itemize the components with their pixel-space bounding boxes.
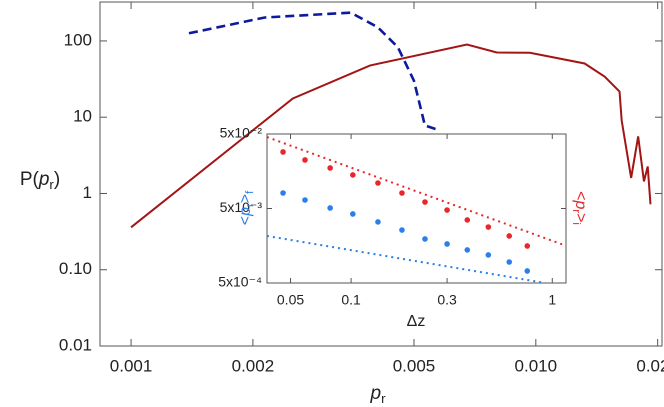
y-tick-label: 100 [64,30,92,49]
series-layer [130,11,652,229]
marker [485,252,492,258]
marker [327,165,333,171]
y-tick-label: 5x10⁻⁴ [218,274,262,290]
marker [464,217,471,223]
y-tick-label: 1 [83,183,92,202]
marker [524,268,531,274]
x-tick-label: 0.05 [277,292,304,308]
marker [464,247,471,253]
marker [280,190,286,196]
series-line [267,136,566,247]
inset-y2-label: <pr>i [570,191,589,225]
y-tick-label: 0.10 [59,259,92,278]
marker [506,259,513,265]
marker [327,205,333,211]
marker [375,219,381,225]
x-tick-label: 0.005 [393,356,436,375]
marker [485,224,492,230]
x-tick-label: 0.010 [515,356,558,375]
y-tick-label: 10 [73,107,92,126]
series-line [267,234,546,283]
x-tick-label: 1 [548,292,556,308]
x-axis-label: pr [369,383,386,406]
marker [399,190,405,196]
y-tick-label: 5x10⁻³ [220,199,263,215]
x-tick-label: 0.001 [110,356,153,375]
marker [302,157,308,163]
marker [280,149,286,155]
inset-x-label: Δz [407,313,426,330]
marker [350,172,356,178]
y-tick-label: 5x10⁻² [220,125,263,141]
marker [399,227,405,233]
marker [506,233,513,239]
marker [422,199,428,205]
x-tick-label: 0.020 [636,356,664,375]
x-tick-label: 0.002 [232,356,275,375]
marker [422,236,428,242]
y-tick-label: 0.01 [59,335,92,354]
inset-y-label: <pr>f [237,190,256,225]
y-axis-label: P(pr) [20,169,60,192]
series-line [188,11,441,132]
marker [444,241,450,247]
series-line [130,43,652,229]
x-tick-label: 0.1 [341,292,361,308]
marker [524,243,531,249]
x-tick-label: 0.3 [437,292,457,308]
marker [375,180,381,186]
series-layer [267,136,566,283]
marker [444,207,450,213]
inset: 0.05 0.1 0.3 1 5x10⁻⁴ 5x10⁻³ 5x10⁻² [218,125,567,308]
main-plot: 0.001 0.002 0.005 0.010 0.020 0.01 0.10 1 10 100 [59,1,664,375]
marker [302,197,308,203]
plot-layer: 0.0010.0020.0050.0100.0200.010.101101000… [59,1,664,375]
marker [350,211,356,217]
